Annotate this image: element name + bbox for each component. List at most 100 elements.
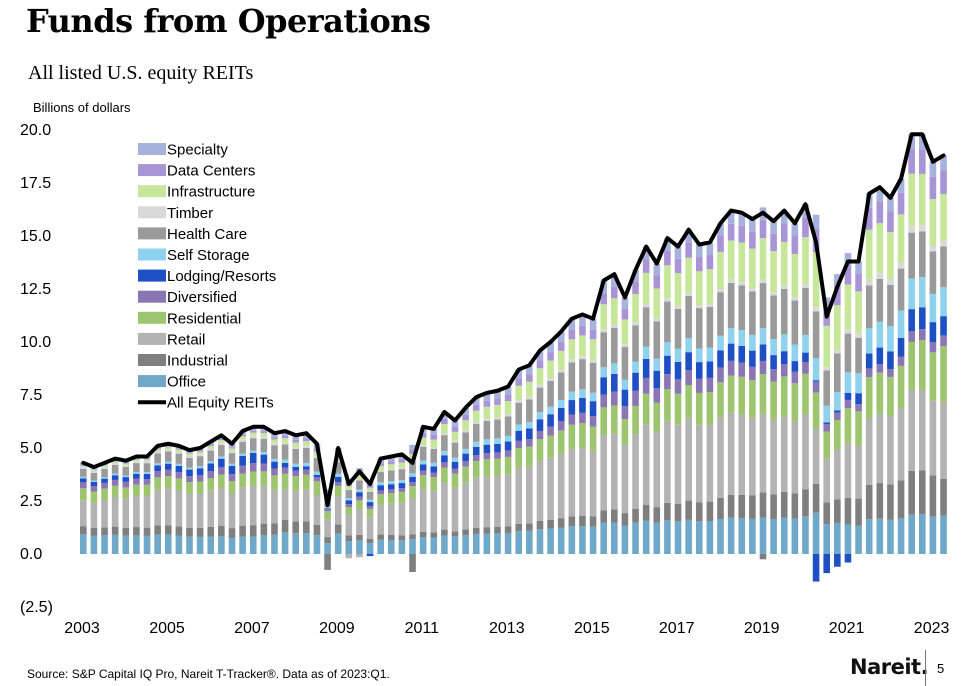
bar-segment-timber — [133, 461, 140, 464]
bar-segment-data-centers — [504, 394, 512, 402]
x-ticks: 2003 2005 2007 2009 2011 2013 2015 2017 2019 2021… — [64, 620, 949, 637]
bar-segment-retail — [249, 485, 257, 526]
bar-segment-diversified — [887, 369, 894, 377]
bar-segment-data-centers — [897, 192, 905, 215]
legend-label: Retail — [167, 331, 205, 348]
bar-segment-industrial — [133, 527, 140, 536]
bar-segment-timber — [483, 418, 491, 421]
bar-segment-retail — [812, 428, 820, 484]
bar-segment-lodging-resorts — [80, 478, 87, 483]
bar-segment-retail — [398, 502, 406, 536]
bar-segment-industrial — [823, 502, 831, 525]
bar-segment-data-centers — [653, 275, 661, 289]
bar-segment-industrial — [674, 503, 682, 522]
bar-segment-timber — [780, 285, 788, 289]
negative-bar-industrial — [759, 554, 767, 560]
bar-segment-office — [706, 521, 714, 554]
bar-segment-diversified — [557, 421, 565, 431]
bar-segment-diversified — [494, 452, 501, 459]
bar-segment-timber — [589, 359, 597, 363]
bar-segment-industrial — [164, 525, 172, 535]
bar-segment-infrastructure — [143, 459, 151, 462]
bar-segment-infrastructure — [356, 475, 363, 480]
negative-bar-lodging-resorts — [834, 554, 841, 567]
bar-segment-lodging-resorts — [579, 397, 586, 413]
bar-segment-health-care — [526, 399, 533, 423]
stacked-bars — [80, 134, 947, 582]
bar-segment-industrial — [387, 534, 395, 540]
bar-segment-data-centers — [409, 450, 416, 454]
bar-segment-diversified — [313, 477, 321, 482]
bar-segment-specialty — [621, 297, 629, 309]
bar-segment-lodging-resorts — [239, 456, 246, 466]
bar-segment-residential — [515, 448, 523, 468]
bar-segment-lodging-resorts — [292, 466, 300, 471]
bar-segment-infrastructure — [887, 232, 894, 280]
legend-label: Self Storage — [167, 247, 250, 264]
bar-segment-health-care — [664, 301, 671, 343]
bar-segment-industrial — [770, 494, 777, 519]
bar-segment-retail — [483, 476, 491, 528]
bar-segment-self-storage — [918, 277, 926, 308]
bar-segment-retail — [929, 400, 937, 476]
bar-segment-retail — [844, 442, 852, 498]
bar-segment-health-care — [494, 419, 501, 439]
x-tick-label: 2021 — [829, 620, 865, 637]
bar-segment-data-centers — [387, 461, 395, 465]
bar-segment-data-centers — [207, 445, 215, 447]
bar-segment-health-care — [419, 446, 427, 461]
bar-segment-infrastructure — [738, 242, 746, 283]
bar-segment-diversified — [865, 368, 873, 378]
y-tick-label: 7.5 — [20, 387, 42, 404]
bar-segment-retail — [101, 500, 108, 528]
bar-segment-residential — [834, 419, 841, 450]
bar-segment-data-centers — [175, 448, 183, 450]
bar-segment-industrial — [812, 483, 820, 513]
bar-segment-lodging-resorts — [791, 361, 799, 372]
bar-segment-lodging-resorts — [802, 352, 809, 363]
bar-segment-health-care — [398, 469, 406, 481]
negative-bar-industrial — [324, 554, 331, 570]
bar-segment-data-centers — [727, 223, 735, 241]
bar-segment-self-storage — [419, 460, 427, 465]
bar-segment-diversified — [133, 478, 140, 485]
bar-segment-timber — [738, 282, 746, 286]
legend-label: Infrastructure — [167, 184, 255, 201]
bar-segment-residential — [823, 431, 831, 459]
bar-segment-diversified — [398, 488, 406, 492]
bar-segment-data-centers — [940, 170, 947, 195]
bar-segment-timber — [122, 465, 130, 467]
bar-segment-retail — [196, 493, 204, 528]
bar-segment-residential — [780, 376, 788, 416]
bar-segment-office — [664, 520, 671, 554]
bar-segment-timber — [897, 262, 905, 269]
bar-segment-lodging-resorts — [834, 410, 841, 413]
bar-segment-retail — [239, 487, 246, 526]
bar-segment-residential — [90, 491, 98, 503]
legend-label: Residential — [167, 310, 241, 327]
bar-segment-industrial — [876, 483, 884, 519]
bar-segment-health-care — [706, 306, 714, 348]
bar-segment-health-care — [260, 438, 268, 452]
bar-segment-lodging-resorts — [685, 352, 692, 371]
bar-segment-retail — [770, 419, 777, 495]
bar-segment-residential — [887, 376, 894, 417]
bar-segment-infrastructure — [547, 360, 554, 379]
bar-segment-health-care — [589, 362, 597, 393]
bar-segment-diversified — [175, 472, 183, 479]
bar-segment-residential — [154, 477, 161, 490]
bar-segment-residential — [844, 408, 852, 443]
bar-segment-timber — [239, 439, 246, 442]
bar-segment-data-centers — [695, 256, 703, 272]
bar-segment-retail — [897, 408, 905, 481]
legend-label: Health Care — [167, 226, 247, 243]
bar-segment-data-centers — [632, 282, 639, 295]
bar-segment-specialty — [483, 392, 491, 401]
bar-segment-retail — [918, 390, 926, 471]
bar-segment-residential — [281, 473, 289, 490]
bar-segment-industrial — [685, 500, 692, 520]
bar-segment-self-storage — [600, 367, 607, 378]
bar-segment-industrial — [154, 525, 161, 535]
bar-segment-timber — [887, 279, 894, 285]
bar-segment-industrial — [356, 534, 363, 541]
